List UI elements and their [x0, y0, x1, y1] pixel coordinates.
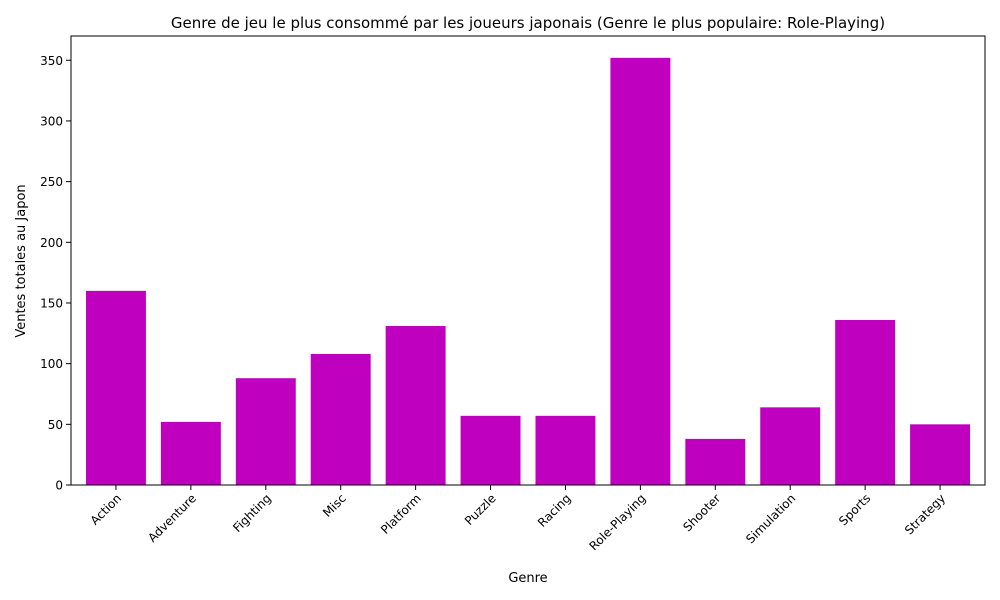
x-tick-label: Sports [836, 491, 873, 528]
x-tick-label: Platform [378, 491, 424, 537]
y-tick-label: 250 [40, 175, 63, 189]
y-tick-label: 200 [40, 236, 63, 250]
y-tick-label: 100 [40, 357, 63, 371]
x-tick-label: Shooter [680, 491, 723, 534]
bar-adventure [160, 421, 221, 485]
bar-strategy [910, 424, 971, 485]
chart-title: Genre de jeu le plus consommé par les jo… [171, 14, 885, 32]
y-tick-label: 0 [55, 479, 63, 493]
y-tick-label: 300 [40, 114, 63, 128]
bar-shooter [685, 438, 746, 485]
y-axis: 0 50 100 150 200 250 300 350 [40, 54, 71, 493]
x-tick-label: Simulation [743, 491, 798, 546]
x-tick-label: Action [88, 491, 124, 527]
x-tick-label: Puzzle [462, 491, 499, 528]
bar-simulation [760, 407, 821, 485]
bar-fighting [235, 378, 296, 485]
x-tick-label: Misc [320, 491, 349, 520]
bar-puzzle [460, 415, 521, 485]
bar-action [85, 290, 146, 485]
bars-group [85, 57, 971, 486]
bar-misc [310, 353, 371, 485]
y-tick-label: 50 [48, 418, 63, 432]
x-axis: Action Adventure Fighting Misc Platform Puzzl… [88, 485, 948, 553]
x-tick-label: Racing [535, 491, 574, 530]
x-tick-label: Role-Playing [586, 491, 648, 553]
x-tick-label: Fighting [230, 491, 274, 535]
y-tick-label: 350 [40, 54, 63, 68]
plot-frame [70, 35, 986, 486]
y-axis-title: Ventes totales au Japon [14, 184, 29, 337]
x-tick-label: Adventure [145, 491, 199, 545]
y-tick-label: 150 [40, 296, 63, 310]
x-tick-label: Strategy [902, 491, 948, 537]
bar-sports [835, 319, 896, 485]
x-axis-title: Genre [508, 571, 547, 586]
bar-role-playing [610, 57, 671, 486]
bar-platform [385, 326, 446, 485]
bar-racing [535, 415, 596, 485]
